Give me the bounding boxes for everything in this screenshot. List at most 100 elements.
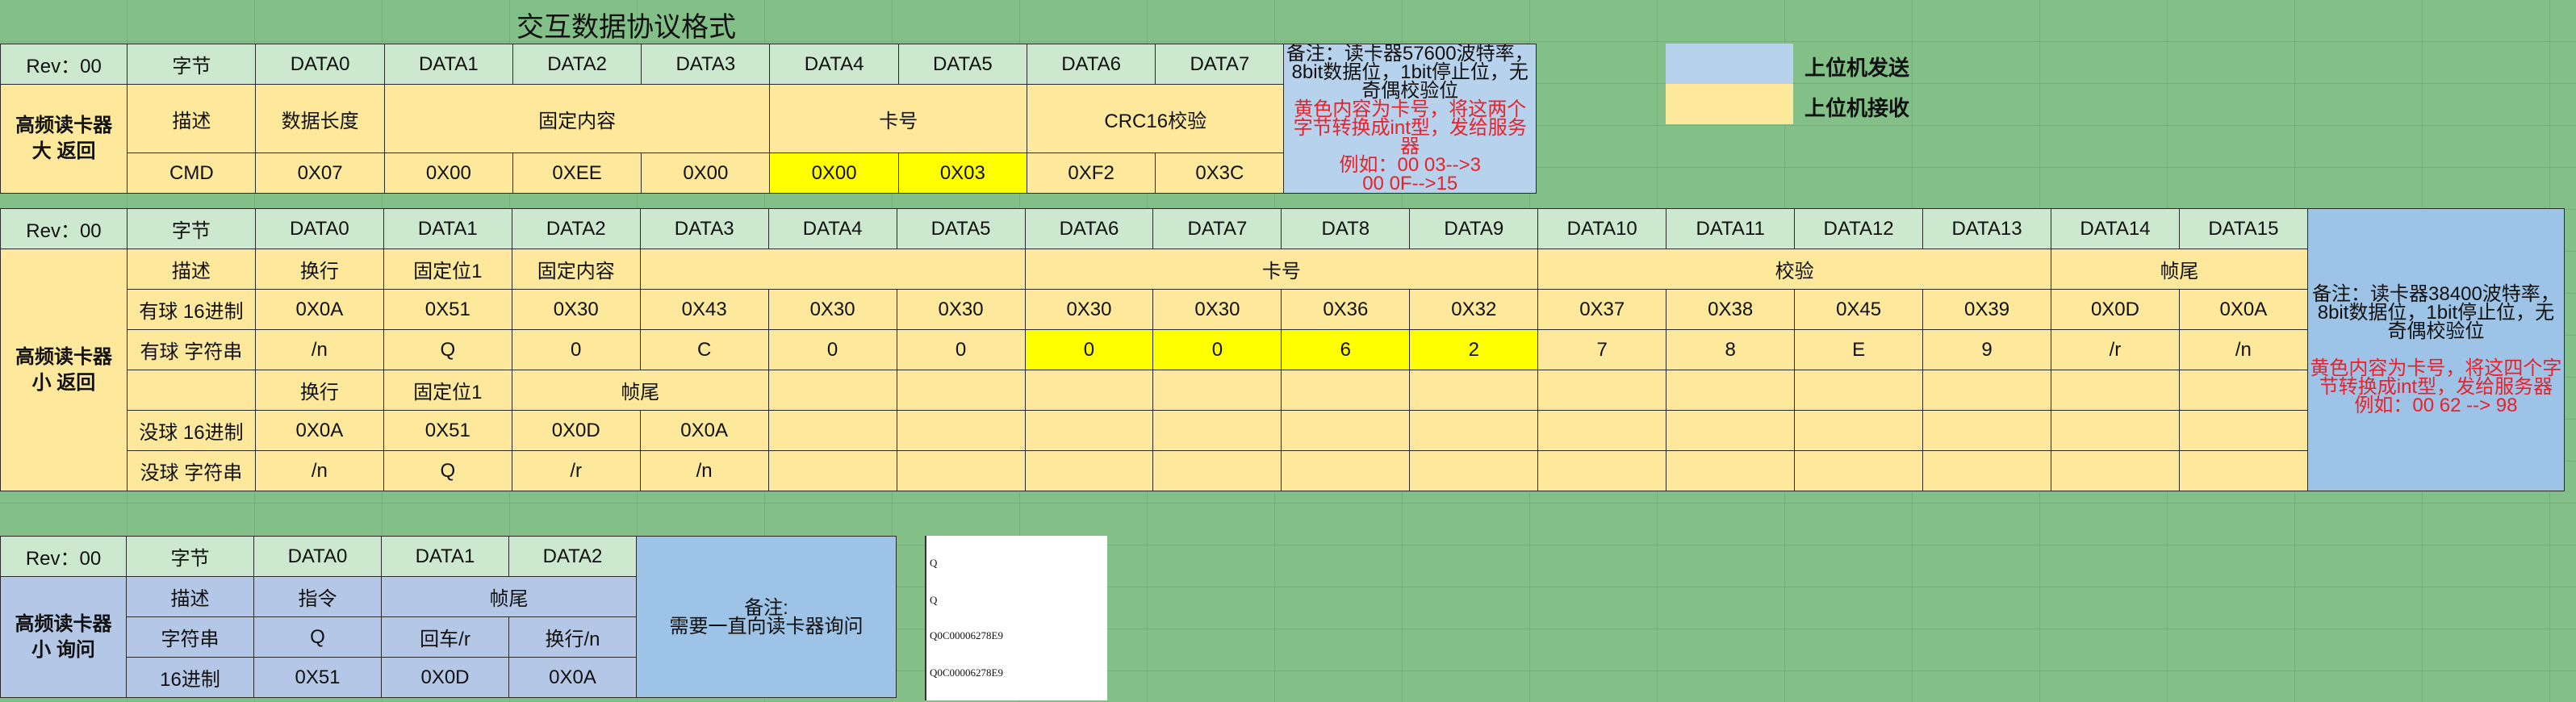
- empty-cell: [1024, 450, 1154, 491]
- empty-cell: [1409, 370, 1539, 411]
- header-cell: DATA3: [641, 44, 771, 85]
- hex-cell: 0X0A: [254, 410, 384, 451]
- data-cell: 0X00: [383, 153, 513, 194]
- empty-cell: [1281, 370, 1411, 411]
- hex-cell: 0X30: [1024, 289, 1154, 330]
- header-cell: 字节: [126, 208, 256, 249]
- hex-cell: 0X0A: [2178, 289, 2308, 330]
- hex-cell: 0X37: [1537, 289, 1667, 330]
- desc-cell: 固定内容: [511, 249, 641, 290]
- str-cell: 0: [511, 329, 641, 370]
- table-small-query: Rev：00 字节 DATA0 DATA1 DATA2 备注: 需要一直向读卡器询…: [0, 536, 897, 698]
- empty-cell: [1922, 410, 2051, 451]
- header-cell: DATA2: [512, 44, 642, 85]
- desc-label: 描述: [126, 249, 256, 290]
- hex-cell: 0X0A: [639, 410, 769, 451]
- str-cell: 0: [896, 329, 1026, 370]
- hex-cell: 0X45: [1794, 289, 1924, 330]
- desc-cell: 卡号: [769, 84, 1027, 153]
- data-cell: CMD: [127, 153, 257, 194]
- str-cell: /n: [639, 450, 769, 491]
- header-cell: DATA6: [1026, 44, 1156, 85]
- desc-cell: 帧尾: [381, 576, 637, 617]
- str-cell: Q: [383, 450, 512, 491]
- empty-cell: [2178, 450, 2308, 491]
- header-cell: DATA5: [896, 208, 1026, 249]
- empty-cell: [2178, 410, 2308, 451]
- output-line: Q: [930, 594, 938, 606]
- str-cell: E: [1794, 329, 1924, 370]
- hex-cell: 0X38: [1666, 289, 1796, 330]
- empty-cell: [1537, 410, 1667, 451]
- empty-cell: [1024, 410, 1154, 451]
- header-cell: DATA1: [381, 536, 509, 577]
- header-cell: DATA1: [383, 208, 512, 249]
- hex-cell: 0X39: [1922, 289, 2051, 330]
- desc-cell: [639, 249, 1026, 290]
- hex-cell: 0X30: [767, 289, 897, 330]
- header-cell: DATA2: [508, 536, 637, 577]
- str-cell: /n: [2178, 329, 2308, 370]
- hex-label: 有球 16进制: [126, 289, 256, 330]
- str-cell: /n: [254, 329, 384, 370]
- card-cell: 0X03: [897, 153, 1027, 194]
- output-line: Q0C00006278E9: [930, 629, 1003, 641]
- header-cell: DATA14: [2051, 208, 2180, 249]
- desc-cell: CRC16校验: [1026, 84, 1285, 153]
- hex-cell: 0X30: [1152, 289, 1282, 330]
- empty-cell: [1024, 370, 1154, 411]
- header-cell: DATA2: [511, 208, 641, 249]
- str-cell: 7: [1537, 329, 1667, 370]
- header-cell: DATA4: [767, 208, 897, 249]
- empty-cell: [2178, 370, 2308, 411]
- hex-cell: 0X51: [383, 289, 512, 330]
- hex-cell: 0X32: [1409, 289, 1539, 330]
- str-label: 字符串: [126, 616, 254, 658]
- hex-cell: 0X0D: [2051, 289, 2180, 330]
- str-cell: 8: [1666, 329, 1796, 370]
- desc-cell: 帧尾: [511, 370, 769, 411]
- card-cell: 0: [1152, 329, 1282, 370]
- header-cell: DATA15: [2178, 208, 2308, 249]
- desc-cell: 固定内容: [383, 84, 771, 153]
- desc-label: 描述: [126, 576, 254, 617]
- desc-cell: 帧尾: [2051, 249, 2308, 290]
- str-cell: 9: [1922, 329, 2051, 370]
- hex-cell: 0X0D: [381, 657, 509, 698]
- data-cell: 0X00: [641, 153, 771, 194]
- rev-label: Rev：00: [0, 536, 127, 577]
- empty-cell: [1666, 450, 1796, 491]
- empty-cell: [767, 410, 897, 451]
- empty-cell: [1537, 370, 1667, 411]
- nb-str-label: 没球 字符串: [126, 450, 256, 491]
- header-cell: DATA11: [1666, 208, 1796, 249]
- note-cell: 备注：读卡器57600波特率，8bit数据位，1bit停止位，无奇偶校验位 黄色…: [1283, 44, 1537, 194]
- str-cell: 回车/r: [381, 616, 509, 658]
- empty-cell: [1281, 450, 1411, 491]
- note-cell: 备注: 需要一直向读卡器询问: [636, 536, 897, 698]
- hex-cell: 0X30: [896, 289, 1026, 330]
- hex-cell: 0X0D: [511, 410, 641, 451]
- nb-hex-label: 没球 16进制: [126, 410, 256, 451]
- header-cell: DATA12: [1794, 208, 1924, 249]
- desc-cell: 数据长度: [255, 84, 385, 153]
- header-cell: DATA0: [253, 536, 382, 577]
- data-cell: 0X3C: [1155, 153, 1285, 194]
- desc-cell: 换行: [254, 249, 384, 290]
- header-cell: DAT8: [1281, 208, 1411, 249]
- hex-cell: 0X30: [511, 289, 641, 330]
- data-cell: 0XF2: [1026, 153, 1156, 194]
- page-title: 交互数据协议格式: [516, 12, 736, 43]
- output-line: Q0C00006278E9: [930, 666, 1003, 679]
- empty-cell: [1666, 410, 1796, 451]
- empty-cell: [126, 370, 256, 411]
- legend-send-label: 上位机发送: [1804, 56, 1910, 80]
- legend-receive-label: 上位机接收: [1804, 96, 1910, 120]
- header-cell: DATA6: [1024, 208, 1154, 249]
- header-cell: DATA0: [255, 44, 385, 85]
- empty-cell: [2051, 370, 2180, 411]
- hex-cell: 0X51: [383, 410, 512, 451]
- header-cell: DATA0: [254, 208, 384, 249]
- desc-cell: 换行: [254, 370, 384, 411]
- table-small-response: Rev：00 字节 DATA0 DATA1 DATA2 DATA3 DATA4 …: [0, 208, 2566, 491]
